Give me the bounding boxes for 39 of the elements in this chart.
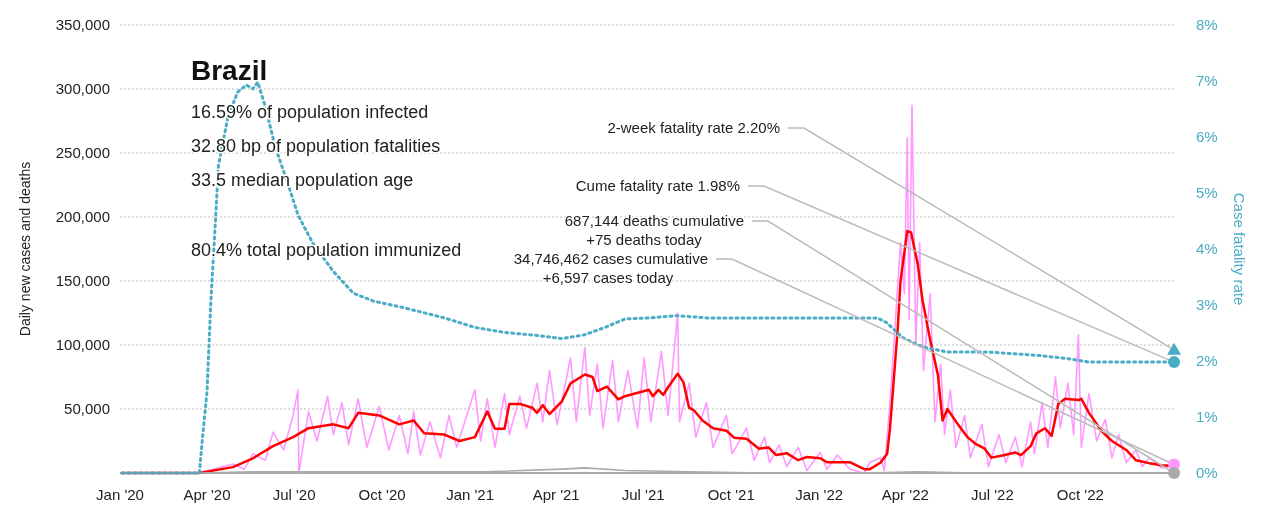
- y2-tick-label: 6%: [1196, 128, 1218, 145]
- y2-tick-label: 7%: [1196, 72, 1218, 89]
- annotation: 80.4% total population immunized: [191, 240, 462, 260]
- x-tick-label: Jan '20: [96, 486, 144, 503]
- x-tick-label: Jan '21: [446, 486, 495, 503]
- annotation: Cume fatality rate 1.98%: [575, 177, 740, 194]
- annotation: 33.5 median population age: [191, 170, 414, 190]
- annotation: 32.80 bp of population fatalities: [191, 136, 441, 156]
- x-tick-label: Apr '20: [183, 486, 231, 503]
- y2-tick-label: 4%: [1196, 240, 1218, 257]
- y2-tick-label: 1%: [1196, 408, 1218, 425]
- x-tick-label: Jul '21: [621, 486, 665, 503]
- x-tick-label: Oct '22: [1056, 486, 1104, 503]
- y2-tick-label: 2%: [1196, 352, 1218, 369]
- x-tick-label: Jan '22: [795, 486, 844, 503]
- annotation: 16.59% of population infected: [191, 102, 429, 122]
- x-tick-label: Oct '21: [707, 486, 755, 503]
- annotation: 34,746,462 cases cumulative +6,597 cases today: [513, 250, 708, 286]
- y2-tick-label: 0%: [1196, 464, 1218, 481]
- y-axis-title: Daily new cases and deaths: [17, 161, 33, 337]
- x-tick-label: Apr '21: [532, 486, 580, 503]
- x-tick-label: Oct '20: [358, 486, 406, 503]
- y-tick-label: 300,000: [55, 80, 110, 97]
- text: Brazil: [191, 55, 268, 86]
- y-tick-label: 250,000: [55, 144, 110, 161]
- y-tick-label: 50,000: [64, 400, 110, 417]
- y-tick-label: 200,000: [55, 208, 110, 225]
- y2-tick-label: 5%: [1196, 184, 1218, 201]
- y2-tick-label: 3%: [1196, 296, 1218, 313]
- y-tick-label: 100,000: [55, 336, 110, 353]
- y2-axis-title: Case fatality rate: [1231, 192, 1248, 306]
- x-tick-label: Apr '22: [881, 486, 929, 503]
- x-tick-label: Jul '20: [272, 486, 316, 503]
- x-tick-label: Jul '22: [970, 486, 1014, 503]
- y2-tick-label: 8%: [1196, 16, 1218, 33]
- annotation: 2-week fatality rate 2.20%: [607, 119, 780, 136]
- y-tick-label: 150,000: [55, 272, 110, 289]
- annotation: 687,144 deaths cumulative +75 deaths today: [564, 212, 744, 248]
- y-tick-label: 350,000: [55, 16, 110, 33]
